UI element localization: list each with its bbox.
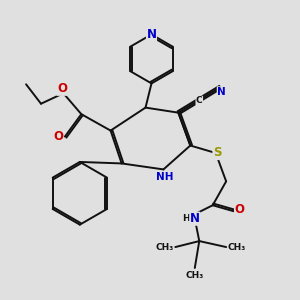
Text: N: N xyxy=(217,87,226,97)
Text: N: N xyxy=(190,212,200,225)
Text: C: C xyxy=(196,96,202,105)
Text: O: O xyxy=(57,82,67,95)
Text: CH₃: CH₃ xyxy=(156,242,174,251)
Text: O: O xyxy=(53,130,63,143)
Text: CH₃: CH₃ xyxy=(228,242,246,251)
Text: N: N xyxy=(146,28,157,41)
Text: H: H xyxy=(182,214,190,223)
Text: CH₃: CH₃ xyxy=(186,271,204,280)
Text: NH: NH xyxy=(156,172,174,182)
Text: O: O xyxy=(235,203,244,216)
Text: S: S xyxy=(213,146,221,160)
